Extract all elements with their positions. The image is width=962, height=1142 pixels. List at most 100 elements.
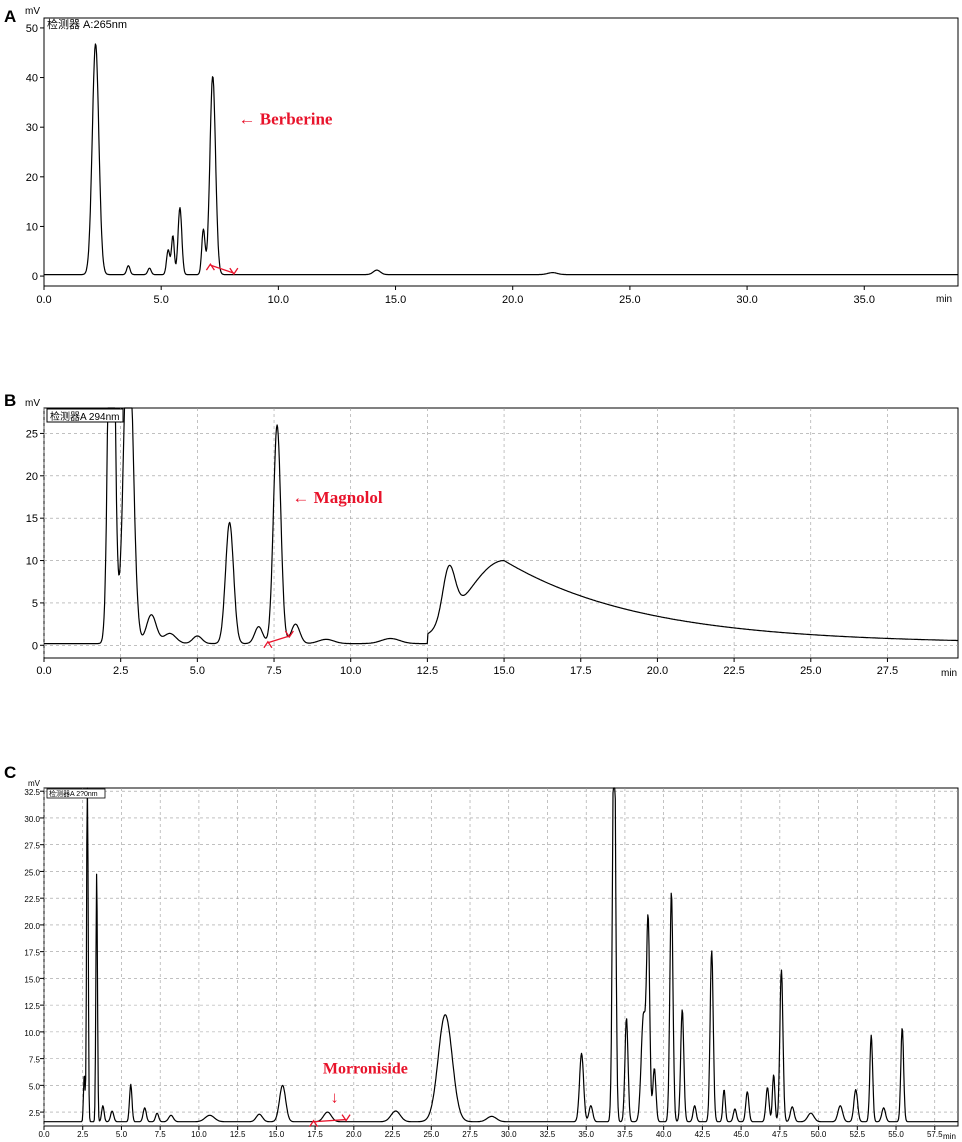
detector-label-box-b: [46, 408, 124, 423]
panel-label-b: B: [4, 391, 16, 410]
y-axis-unit-b: mV: [25, 398, 40, 409]
x-tick-label: 0.0: [36, 294, 51, 306]
integration-marker-a: [205, 262, 239, 276]
marker-line: [210, 264, 235, 274]
x-tick-label: 32.5: [540, 1130, 556, 1139]
x-axis-ticks-a: 0.0 5.0 10.0 15.0 20.0 25.0 30.0 35.0: [36, 286, 875, 306]
marker-end-arrow: [341, 1114, 351, 1122]
x-tick-label: 2.5: [113, 665, 128, 677]
panel-label-a: A: [4, 7, 16, 26]
x-tick-label: 17.5: [570, 665, 591, 677]
x-axis-unit-c: min: [943, 1132, 956, 1141]
y-tick-label: 25.0: [24, 868, 40, 877]
annotation-morroniside: Morroniside: [323, 1061, 408, 1078]
y-tick-label: 30.0: [24, 815, 40, 824]
x-tick-label: 0.0: [38, 1130, 50, 1139]
marker-end-arrow: [284, 630, 294, 639]
x-tick-label: 12.5: [417, 665, 438, 677]
y-tick-label: 20: [26, 471, 38, 483]
marker-end-arrow: [229, 267, 239, 276]
detector-label-c: 检测器A 2?0nm: [49, 789, 98, 798]
x-tick-label: 25.0: [800, 665, 821, 677]
marker-start-arrow: [205, 262, 215, 271]
y-tick-label: 32.5: [24, 788, 40, 797]
y-tick-label: 30: [26, 122, 38, 134]
chromatogram-trace-b: [44, 407, 958, 645]
x-tick-label: 55.0: [888, 1130, 904, 1139]
panel-label-c: C: [4, 763, 16, 782]
integration-marker-b: [263, 630, 294, 649]
marker-line: [313, 1118, 347, 1123]
y-tick-label: 22.5: [24, 895, 40, 904]
x-tick-label: 30.0: [736, 294, 757, 306]
x-tick-label: 5.0: [190, 665, 205, 677]
y-tick-label: 10.0: [24, 1029, 40, 1038]
x-tick-label: 42.5: [695, 1130, 711, 1139]
x-tick-label: 40.0: [656, 1130, 672, 1139]
y-tick-label: 25: [26, 428, 38, 440]
x-axis-unit-b: min: [941, 668, 957, 679]
x-tick-label: 35.0: [854, 294, 875, 306]
x-axis-ticks-c: 0.0 2.5 5.0 7.5 10.0 12.5 15.0 17.5 20.0 22.5 25.0…: [38, 1126, 943, 1139]
y-tick-label: 2.5: [29, 1109, 41, 1118]
x-tick-label: 5.0: [154, 294, 169, 306]
x-tick-label: 37.5: [617, 1130, 633, 1139]
x-tick-label: 27.5: [877, 665, 898, 677]
x-tick-label: 22.5: [385, 1130, 401, 1139]
y-tick-label: 0: [32, 640, 38, 652]
panel-b: B 0 5 10 15 20 25 0.0 2.5 5.0 7.5 10.0 12.5 15.0 17.…: [4, 391, 959, 679]
x-tick-label: 10.0: [268, 294, 289, 306]
marker-line: [267, 635, 290, 644]
x-tick-label: 52.5: [850, 1130, 866, 1139]
x-tick-label: 15.0: [493, 665, 514, 677]
integration-marker-c: [309, 1114, 351, 1128]
x-axis-unit-a: min: [936, 294, 952, 305]
marker-start-arrow: [263, 640, 273, 649]
x-tick-label: 7.5: [155, 1130, 167, 1139]
y-tick-label: 20.0: [24, 922, 40, 931]
detector-label-b: 检测器A 294nm: [50, 410, 119, 423]
y-tick-label: 20: [26, 172, 38, 184]
plot-frame-c: [43, 787, 959, 1127]
x-tick-label: 17.5: [307, 1130, 323, 1139]
y-tick-label: 40: [26, 73, 38, 85]
y-tick-label: 5.0: [29, 1082, 41, 1091]
y-tick-label: 27.5: [24, 842, 40, 851]
x-tick-label: 5.0: [116, 1130, 128, 1139]
grid-c: [43, 788, 958, 1126]
panel-c: C 2.55.07.510.012.515.017.520.022.525.02…: [4, 763, 959, 1141]
x-axis-ticks-b: 0.0 2.5 5.0 7.5 10.0 12.5 15.0 17.5 20.0 22.5 25.0…: [36, 658, 898, 677]
detector-label-a: 检测器 A:265nm: [47, 17, 127, 31]
chromatogram-trace-a: [44, 43, 958, 276]
plot-frame-a: [43, 17, 959, 287]
y-axis-ticks-c: 2.5 5.0 7.5 10.0 12.5 15.0 17.5 20.0 22.5 25.0 27.…: [24, 788, 44, 1118]
y-tick-label: 5: [32, 598, 38, 610]
x-tick-label: 47.5: [772, 1130, 788, 1139]
y-tick-label: 10: [26, 221, 38, 233]
x-tick-label: 15.0: [269, 1130, 285, 1139]
x-tick-label: 7.5: [266, 665, 281, 677]
plot-frame-b: [43, 407, 959, 659]
y-tick-label: 15.0: [24, 975, 40, 984]
x-tick-label: 30.0: [501, 1130, 517, 1139]
y-tick-label: 50: [26, 23, 38, 35]
y-tick-label: 10: [26, 556, 38, 568]
y-axis-ticks-a: 0 10 20 30 40 50: [26, 23, 44, 283]
y-axis-unit-a: mV: [25, 6, 40, 17]
x-tick-label: 57.5: [927, 1130, 943, 1139]
x-tick-label: 27.5: [462, 1130, 478, 1139]
annotation-magnolol: ← Magnolol: [292, 488, 382, 507]
marker-start-arrow: [309, 1119, 319, 1128]
annotation-berberine: ← Berberine: [239, 110, 333, 129]
x-tick-label: 20.0: [647, 665, 668, 677]
x-tick-label: 35.0: [578, 1130, 594, 1139]
chromatogram-trace-c: [44, 787, 958, 1123]
x-tick-label: 20.0: [346, 1130, 362, 1139]
y-tick-label: 15: [26, 513, 38, 525]
panel-a: A 0 10 20 30 40 50 0.0 5.0 10.0 15.0 20.0 25.0 30.0…: [4, 6, 959, 306]
x-tick-label: 10.0: [191, 1130, 207, 1139]
x-tick-label: 15.0: [385, 294, 406, 306]
y-tick-label: 17.5: [24, 949, 40, 958]
x-tick-label: 2.5: [77, 1130, 89, 1139]
